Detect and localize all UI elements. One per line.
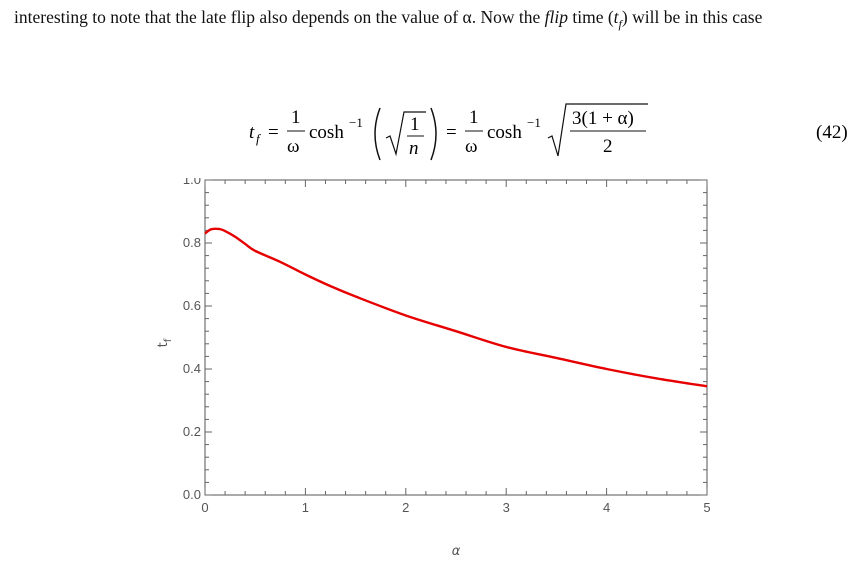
y-tick-label: 0.0 [183, 487, 201, 502]
flip-time-variable: t [613, 7, 619, 27]
x-tick-label: 2 [402, 500, 409, 515]
eq-inv-1: −1 [349, 115, 363, 130]
paragraph-text-middle: time ( [567, 7, 614, 27]
y-tick-label: 0.6 [183, 298, 201, 313]
eq-inner-num: 1 [410, 114, 420, 135]
y-axis-label-main: t [156, 342, 171, 347]
eq-frac1-den: ω [287, 136, 300, 157]
flip-word: flip [544, 7, 568, 27]
equation-42: t f = 1 ω cosh −1 1 n = 1 ω cosh −1 3(1 … [0, 90, 863, 180]
eq-cosh-2: cosh [487, 122, 522, 143]
x-tick-label: 3 [503, 500, 510, 515]
y-tick-label: 0.8 [183, 235, 201, 250]
x-tick-label: 0 [201, 500, 208, 515]
eq-right-paren [430, 107, 437, 161]
paragraph-text-before: interesting to note that the late flip a… [14, 7, 545, 27]
eq-sign-2: = [446, 122, 457, 143]
y-axis-label-sub: f [163, 338, 174, 342]
eq-rhs-num: 3(1 + α) [572, 108, 634, 129]
eq-left-paren [374, 107, 381, 161]
plot-frame [204, 179, 708, 496]
eq-sqrt-2 [547, 103, 648, 157]
eq-lhs: t [249, 122, 255, 143]
x-tick-label: 4 [603, 500, 610, 515]
eq-inner-den: n [409, 138, 419, 159]
equation-number: (42) [816, 122, 848, 143]
y-tick-label: 1.0 [183, 178, 201, 187]
eq-sqrt-1 [385, 111, 426, 157]
flip-time-chart: 0 1 2 3 4 5 0.0 0.2 0.4 0.6 0.8 1.0 α tf [150, 172, 720, 563]
series-line [204, 227, 708, 388]
x-tick-label: 1 [302, 500, 309, 515]
x-tick-label: 5 [703, 500, 710, 515]
eq-cosh-1: cosh [309, 122, 344, 143]
eq-sign-1: = [268, 122, 279, 143]
x-axis-label: α [452, 544, 461, 558]
y-tick-label: 0.2 [183, 424, 201, 439]
paragraph-text-after: ) will be in this case [621, 7, 763, 27]
eq-frac1-num: 1 [291, 107, 301, 128]
y-tick-label: 0.4 [183, 361, 201, 376]
eq-lhs-sub: f [256, 131, 262, 146]
eq-frac2-den: ω [465, 136, 478, 157]
y-axis-label: tf [156, 338, 174, 347]
eq-inv-2: −1 [527, 115, 541, 130]
eq-frac2-num: 1 [469, 107, 479, 128]
eq-rhs-den: 2 [603, 136, 613, 157]
paragraph: interesting to note that the late flip a… [14, 4, 852, 38]
chart-svg: 0 1 2 3 4 5 0.0 0.2 0.4 0.6 0.8 1.0 α tf [156, 172, 711, 559]
flip-time-subscript: f [618, 16, 622, 31]
